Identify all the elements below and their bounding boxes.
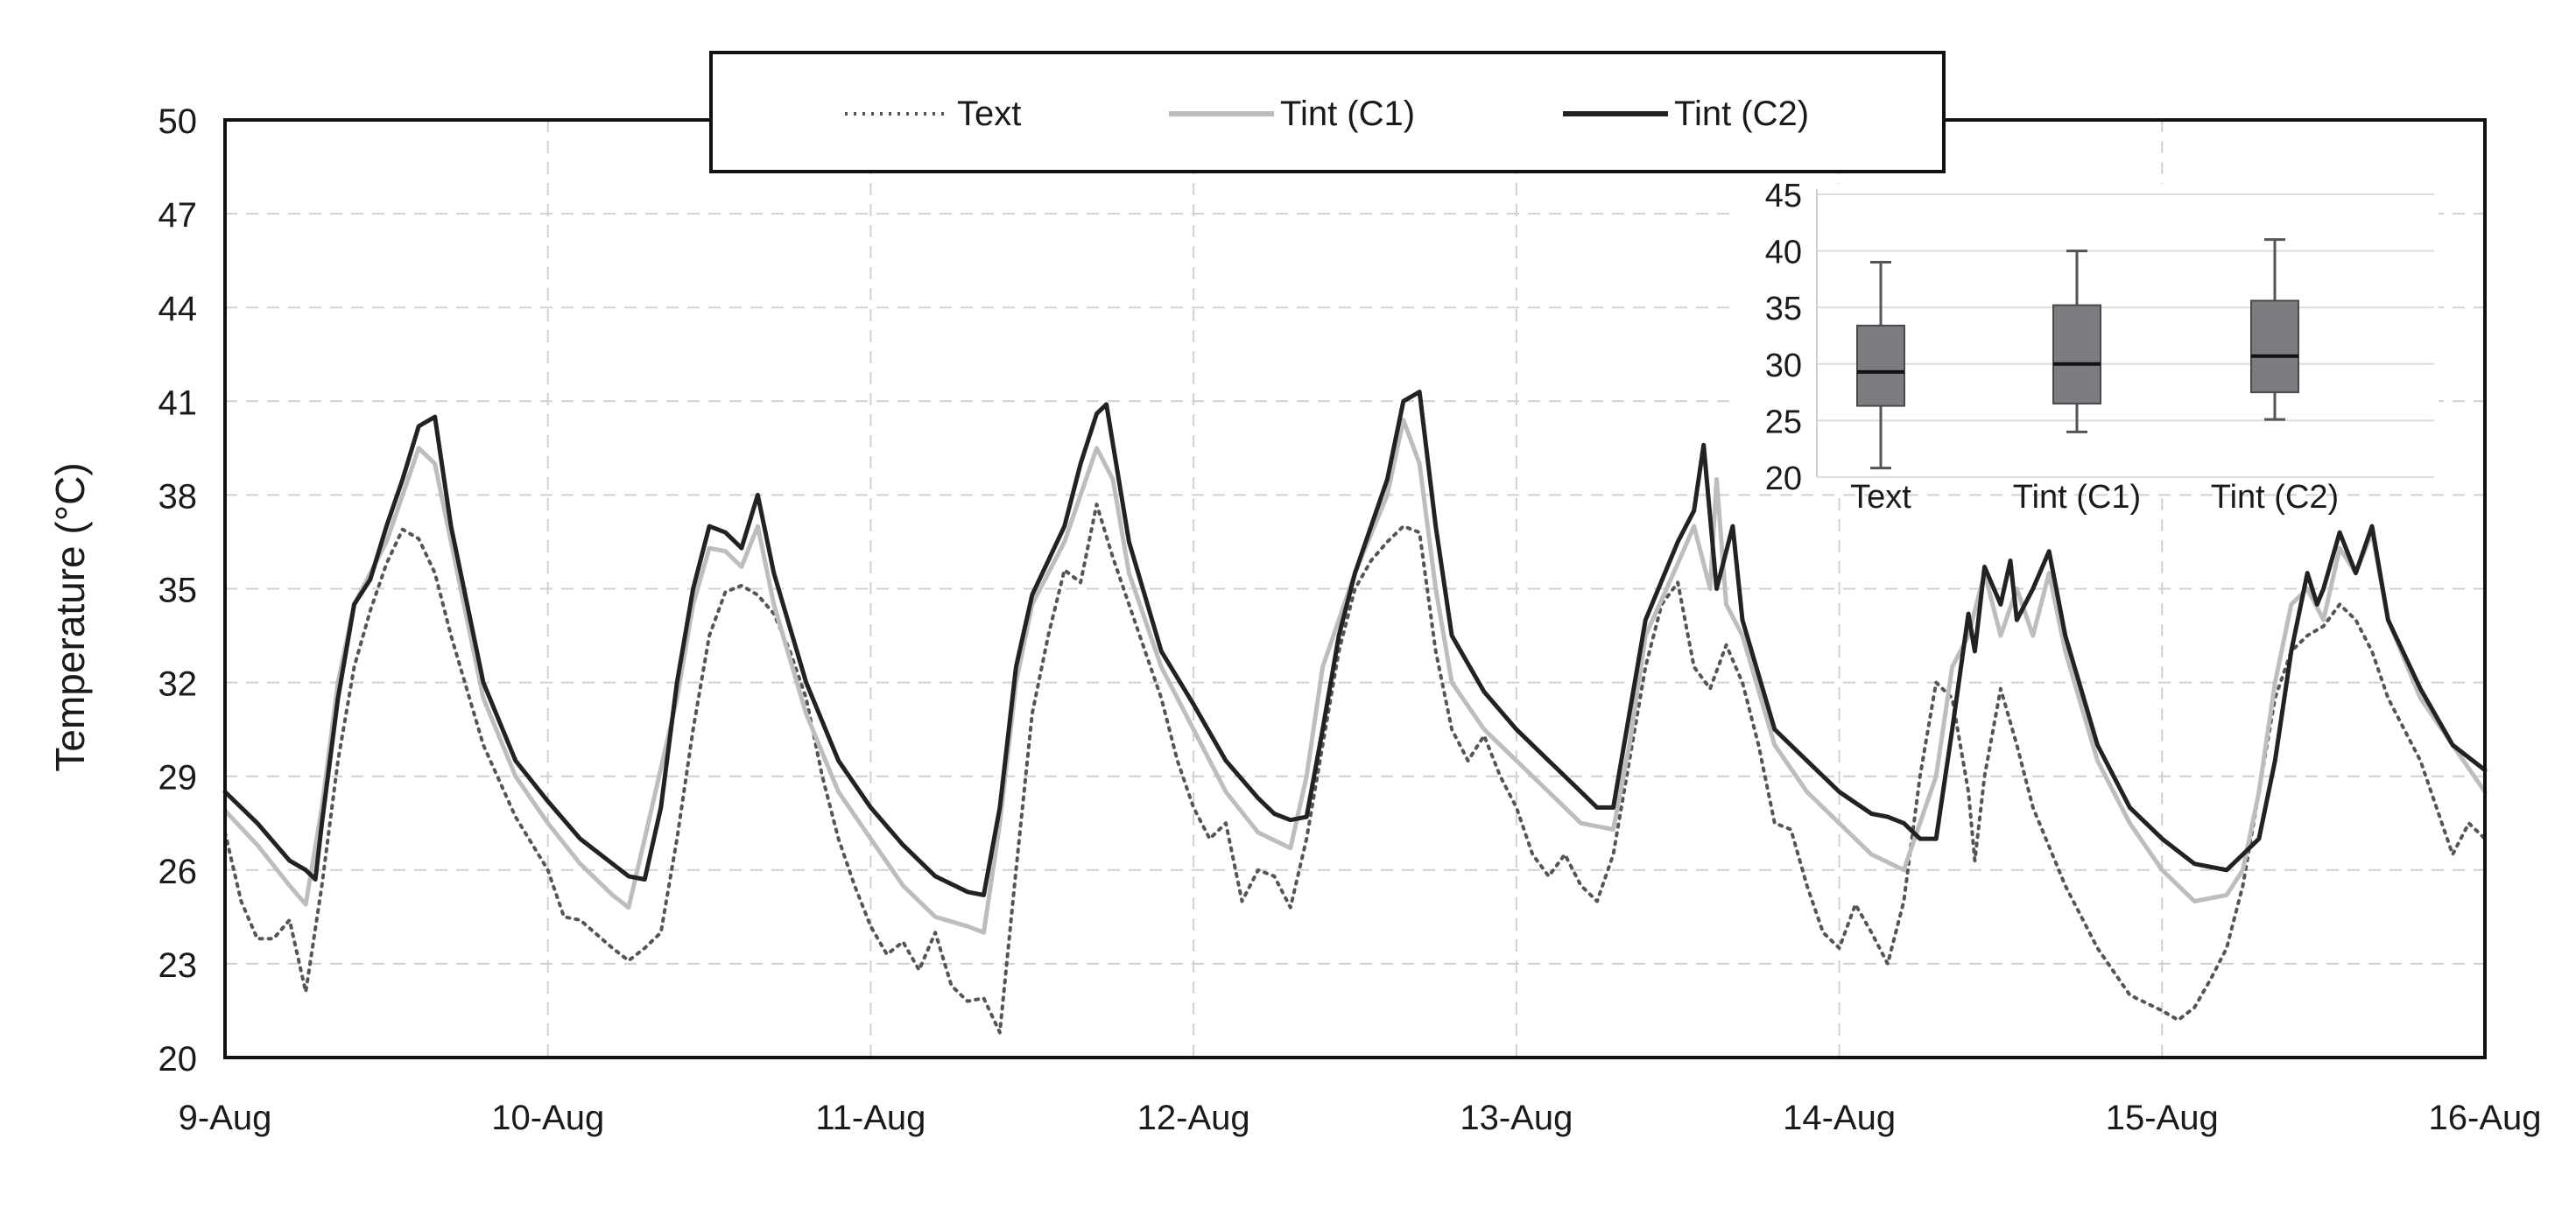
x-tick-label: 12-Aug (1137, 1099, 1250, 1137)
x-tick-label: 14-Aug (1783, 1099, 1896, 1137)
legend-label-tint-c2: Tint (C2) (1674, 95, 1809, 133)
x-tick-label: 15-Aug (2106, 1099, 2219, 1137)
y-tick-label: 50 (158, 102, 198, 141)
inset-box-tint-c2 (2250, 299, 2299, 394)
x-tick-label: 11-Aug (815, 1099, 926, 1137)
inset-x-label-tint-c1: Tint (C1) (2013, 479, 2141, 516)
inset-y-tick-label: 45 (1765, 178, 1802, 214)
inset-boxes (1856, 238, 2299, 470)
y-tick-label: 41 (158, 383, 198, 422)
inset-x-label-tint-c2: Tint (C2) (2211, 479, 2339, 516)
x-tick-label: 9-Aug (179, 1099, 272, 1137)
inset-y-tick-label: 30 (1765, 348, 1802, 384)
x-tick-label: 16-Aug (2429, 1099, 2542, 1137)
inset-y-tick-label: 40 (1765, 235, 1802, 271)
x-axis-ticks: 9-Aug 10-Aug 11-Aug 12-Aug 13-Aug 14-Aug 15-Au… (179, 1099, 2542, 1137)
y-tick-label: 26 (158, 853, 198, 891)
legend: Text Tint (C1) Tint (C2) (709, 51, 1946, 173)
inset-boxplot: 20 25 30 35 40 45 Text Tint (C1) Tint (C2) (1729, 178, 2439, 516)
y-tick-label: 23 (158, 946, 198, 985)
series-line-text (223, 503, 2487, 1035)
inset-y-tick-label: 35 (1765, 291, 1802, 327)
y-axis-ticks: 20 23 26 29 32 35 38 41 44 47 50 (158, 102, 198, 1079)
inset-x-labels: Text Tint (C1) Tint (C2) (1850, 479, 2339, 516)
inset-box-tint-c1 (2052, 304, 2101, 405)
y-tick-label: 35 (158, 572, 198, 610)
series-lines (222, 390, 2488, 1035)
y-axis-label: Temperature (°C) (47, 462, 93, 771)
inset-box-text (1856, 324, 1905, 407)
x-tick-label: 10-Aug (491, 1099, 604, 1137)
y-tick-label: 29 (158, 759, 198, 798)
inset-y-tick-label: 25 (1765, 404, 1802, 440)
series-line-tint-c1 (222, 418, 2488, 935)
inset-y-ticks: 20 25 30 35 40 45 (1765, 178, 1802, 497)
y-tick-label: 47 (158, 196, 198, 235)
y-tick-label: 32 (158, 665, 198, 704)
series-line-tint-c2 (222, 390, 2488, 897)
inset-x-label-text: Text (1850, 479, 1911, 516)
inset-y-tick-label: 20 (1765, 460, 1802, 497)
y-tick-label: 38 (158, 477, 198, 516)
legend-label-tint-c1: Tint (C1) (1280, 95, 1415, 133)
x-tick-label: 13-Aug (1460, 1099, 1573, 1137)
y-tick-label: 20 (158, 1040, 198, 1079)
legend-label-text: Text (957, 95, 1021, 133)
y-tick-label: 44 (158, 290, 198, 328)
inset-grid (1816, 189, 2434, 478)
